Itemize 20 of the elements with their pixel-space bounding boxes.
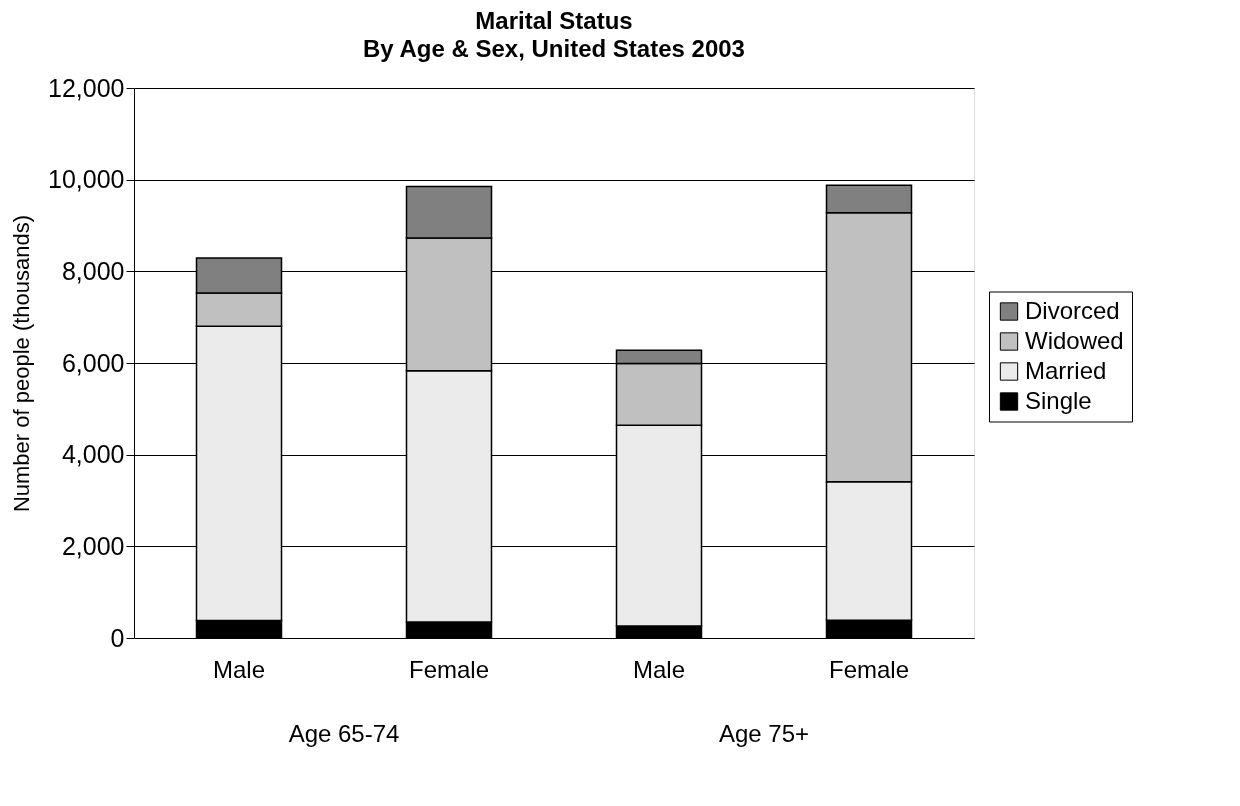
x-tick-label: Male	[632, 655, 686, 683]
chart-subtitle: By Age & Sex, United States 2003	[363, 35, 745, 62]
y-tick-label: 12,000	[48, 73, 125, 102]
x-tick-label: Male	[212, 655, 266, 683]
legend-label: Widowed	[1025, 326, 1124, 354]
legend-label: Single	[1025, 386, 1092, 414]
text: Age 65-74	[288, 720, 400, 747]
y-tick-label: 6,000	[61, 348, 125, 377]
legend-label: Divorced	[1025, 296, 1120, 324]
y-tick-label: 8,000	[61, 256, 125, 285]
y-tick-label: 4,000	[61, 440, 125, 469]
chart-title: Marital Status	[475, 7, 633, 34]
x-tick-label: Female	[408, 655, 490, 683]
y-tick-label: 0	[110, 623, 125, 652]
y-tick-label: 2,000	[61, 531, 125, 560]
legend-label: Married	[1025, 356, 1107, 384]
x-tick-label: Female	[828, 655, 910, 683]
text: Age 75+	[718, 720, 810, 747]
y-tick-label: 10,000	[48, 165, 125, 194]
y-axis-title: Number of people (thousands)	[9, 214, 35, 513]
